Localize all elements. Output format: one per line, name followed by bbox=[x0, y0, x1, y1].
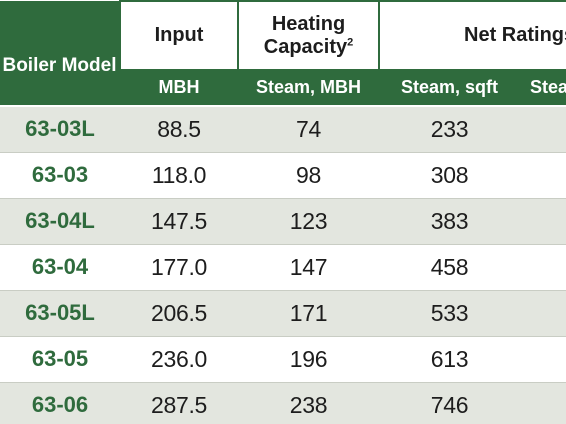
boiler-model-header: Boiler Model bbox=[0, 1, 120, 107]
net-steam-sqft-cell: 308 bbox=[379, 152, 520, 198]
input-cell: 147.5 bbox=[120, 198, 238, 244]
units-row: MBH Steam, MBH Steam, sqft Stea bbox=[0, 69, 566, 107]
model-cell: 63-05 bbox=[0, 336, 120, 382]
model-cell: 63-06 bbox=[0, 382, 120, 424]
input-cell: 236.0 bbox=[120, 336, 238, 382]
heating-capacity-cell: 196 bbox=[238, 336, 379, 382]
input-cell: 88.5 bbox=[120, 106, 238, 152]
net-steam-sqft-cell: 383 bbox=[379, 198, 520, 244]
heating-capacity-cell: 238 bbox=[238, 382, 379, 424]
net-next-cell bbox=[520, 244, 566, 290]
table-row: 63-03L 88.5 74 233 bbox=[0, 106, 566, 152]
heating-capacity-cell: 123 bbox=[238, 198, 379, 244]
net-steam-sqft-cell: 233 bbox=[379, 106, 520, 152]
net-next-cell bbox=[520, 198, 566, 244]
net-ratings-label: Net Ratings bbox=[464, 24, 566, 46]
table-row: 63-05L 206.5 171 533 bbox=[0, 290, 566, 336]
net-next-cell bbox=[520, 336, 566, 382]
table-row: 63-04L 147.5 123 383 bbox=[0, 198, 566, 244]
model-cell: 63-03L bbox=[0, 106, 120, 152]
model-cell: 63-03 bbox=[0, 152, 120, 198]
input-cell: 287.5 bbox=[120, 382, 238, 424]
heating-capacity-cell: 171 bbox=[238, 290, 379, 336]
heating-capacity-label: Heating Capacity bbox=[263, 12, 348, 58]
net-ratings-header: Net Ratings7 bbox=[378, 0, 566, 69]
input-unit: MBH bbox=[120, 69, 238, 107]
table-row: 63-03 118.0 98 308 bbox=[0, 152, 566, 198]
net-steam-sqft-cell: 533 bbox=[379, 290, 520, 336]
net-next-cell bbox=[520, 106, 566, 152]
input-header: Input bbox=[119, 0, 238, 69]
input-cell: 177.0 bbox=[120, 244, 238, 290]
input-cell: 118.0 bbox=[120, 152, 238, 198]
net-next-cell bbox=[520, 382, 566, 424]
model-cell: 63-04L bbox=[0, 198, 120, 244]
model-cell: 63-05L bbox=[0, 290, 120, 336]
model-cell: 63-04 bbox=[0, 244, 120, 290]
heating-capacity-cell: 98 bbox=[238, 152, 379, 198]
heating-capacity-footnote: 2 bbox=[347, 35, 354, 48]
header-row: Boiler Model Input Heating Capacity2 Net… bbox=[0, 0, 566, 107]
table-row: 63-05 236.0 196 613 bbox=[0, 336, 566, 382]
input-cell: 206.5 bbox=[120, 290, 238, 336]
heating-capacity-header: Heating Capacity2 bbox=[237, 0, 379, 69]
net-steam-sqft-cell: 613 bbox=[379, 336, 520, 382]
net-next-unit: Stea bbox=[520, 69, 566, 107]
heating-capacity-cell: 74 bbox=[238, 106, 379, 152]
net-next-cell bbox=[520, 290, 566, 336]
heating-capacity-unit: Steam, MBH bbox=[238, 69, 379, 107]
net-steam-sqft-unit: Steam, sqft bbox=[379, 69, 520, 107]
heating-capacity-cell: 147 bbox=[238, 244, 379, 290]
net-steam-sqft-cell: 458 bbox=[379, 244, 520, 290]
net-next-cell bbox=[520, 152, 566, 198]
net-steam-sqft-cell: 746 bbox=[379, 382, 520, 424]
table-row: 63-06 287.5 238 746 bbox=[0, 382, 566, 424]
table-row: 63-04 177.0 147 458 bbox=[0, 244, 566, 290]
